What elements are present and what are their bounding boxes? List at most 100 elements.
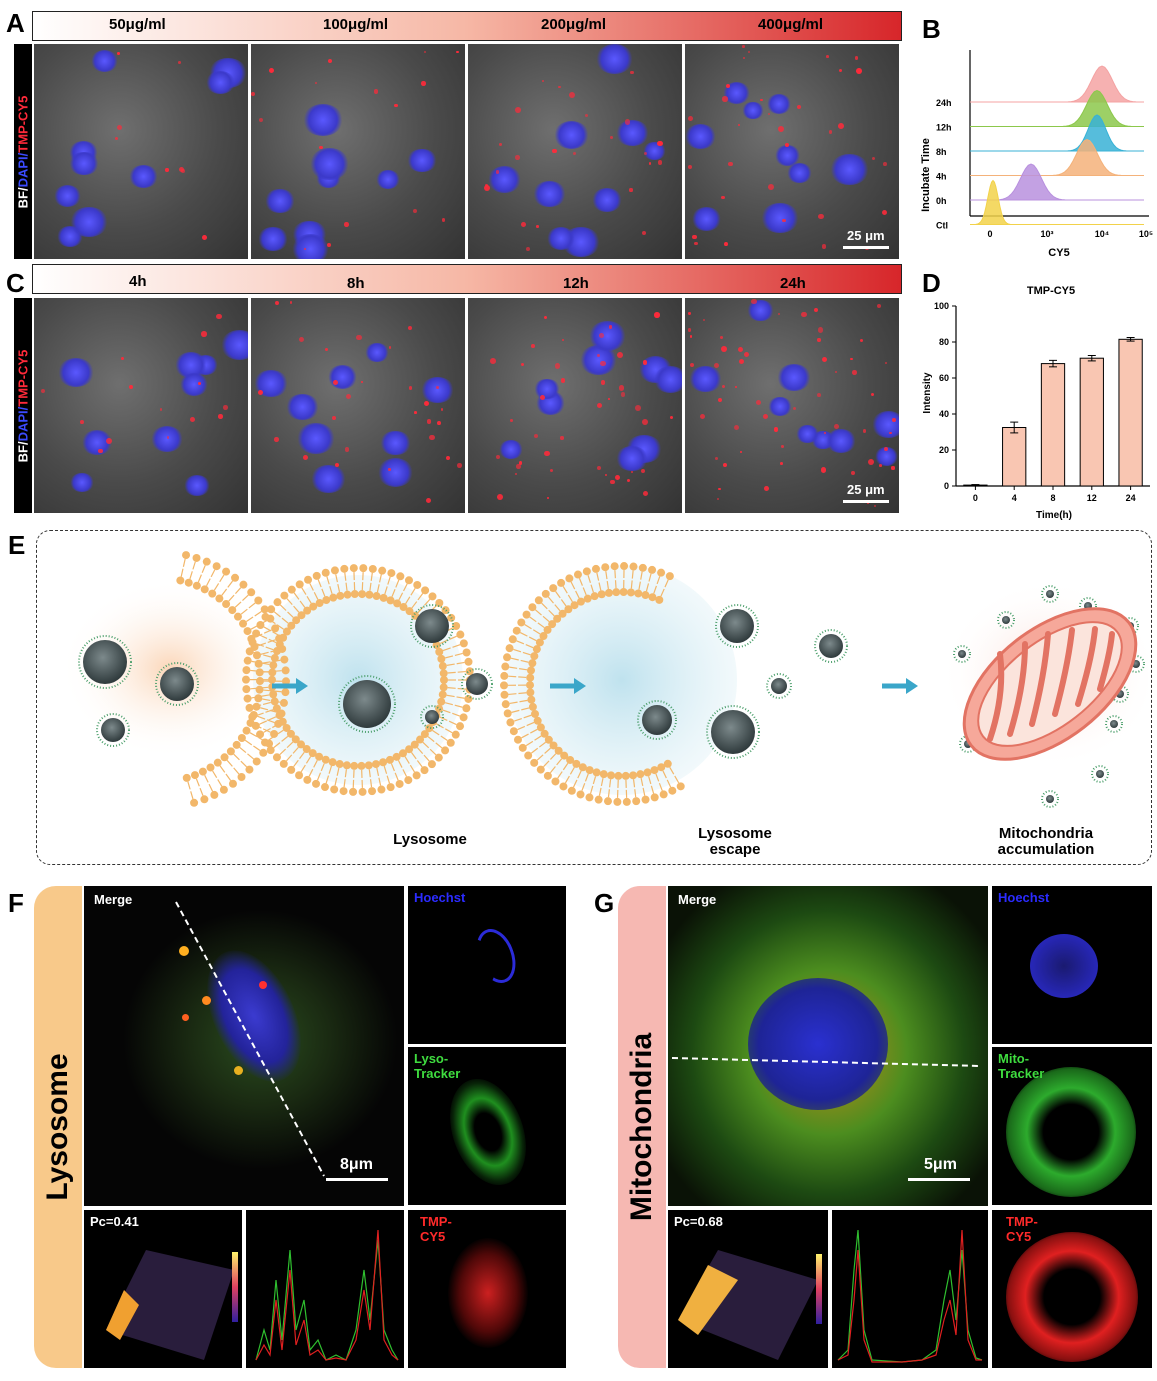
tmp-cy5-signal: [440, 408, 444, 411]
panel-label-d: D: [922, 268, 941, 298]
nucleus: [825, 428, 856, 453]
tmp-cy5-signal: [654, 312, 660, 318]
nucleus: [595, 44, 633, 74]
tmp-cy5-signal: [408, 386, 413, 390]
histogram-peak: [1067, 65, 1137, 103]
red-signal: [1006, 1232, 1138, 1362]
tmp-cy5-signal: [609, 479, 615, 485]
tmp-cy5-signal: [826, 55, 829, 58]
tmp-cy5-signal: [618, 385, 625, 391]
tmp-cy5-signal: [344, 447, 349, 452]
tmp-cy5-signal: [303, 247, 307, 251]
tmp-cy5-signal: [356, 334, 362, 341]
concentration-label: 200μg/ml: [541, 16, 607, 33]
tmp-cy5-signal: [117, 124, 123, 131]
nucleus: [691, 207, 721, 231]
tmp-cy5-image-mitochondria: TMP- CY5: [992, 1210, 1152, 1368]
tmp-cy5-signal: [828, 130, 832, 134]
histogram-row-label: 12h: [936, 123, 952, 133]
merge-image-mitochondria: Merge 5μm: [668, 886, 988, 1206]
tmp-cy5-signal: [738, 358, 744, 364]
nucleus: [206, 71, 236, 95]
panel-label-c: C: [6, 268, 25, 298]
tmp-cy5-signal: [328, 58, 333, 63]
nucleus: [795, 425, 819, 444]
nucleus: [179, 373, 208, 396]
tmp-cy5-signal: [515, 106, 521, 113]
colocalized-spot: [182, 1014, 189, 1021]
tmp-cy5-signal: [302, 455, 308, 461]
nucleus: [70, 473, 94, 492]
stage-label-lysosome: Lysosome: [350, 832, 510, 848]
tmp-cy5-signal: [560, 378, 566, 383]
y-tick-label: 60: [939, 373, 949, 383]
tmp-cy5-signal: [165, 168, 169, 172]
tmp-cy5-signal: [821, 244, 827, 249]
incubate-time-axis-label: Incubate Time: [920, 138, 932, 212]
tmp-cy5-signal: [121, 357, 125, 361]
nanoparticle: [819, 634, 843, 658]
concentration-gradient-bar: 50μg/ml 100μg/ml 200μg/ml 400μg/ml: [32, 11, 902, 41]
nucleus: [553, 120, 590, 149]
arrow-1: [272, 678, 308, 694]
tmp-label: TMP-CY5: [15, 349, 31, 407]
tmp-cy5-signal: [531, 344, 535, 348]
tmp-cy5-signal: [554, 363, 561, 369]
nucleus: [532, 180, 566, 207]
tmp-cy5-signal: [485, 184, 489, 187]
nucleus: [742, 101, 765, 120]
nucleus: [830, 154, 869, 185]
nucleus: [58, 357, 95, 387]
tmp-cy5-signal: [717, 497, 720, 500]
x-tick-label: 4: [1012, 493, 1017, 503]
tmp-label: TMP-CY5: [15, 95, 31, 153]
tmp-cy5-signal: [884, 446, 889, 452]
bar: [1079, 357, 1104, 487]
x-tick-label: 24: [1126, 493, 1136, 503]
tmp-cy5-signal: [850, 471, 855, 476]
tmp-cy5-signal: [425, 498, 431, 504]
nanoparticle-corona: [766, 673, 792, 699]
tmp-cy5-signal: [456, 463, 462, 468]
tmp-cy5-signal: [314, 81, 317, 84]
nanoparticle-corona: [420, 705, 444, 729]
tmp-cy5-signal: [833, 424, 839, 430]
tmp-cy5-signal: [867, 459, 874, 466]
nanoparticle: [415, 609, 449, 643]
mito-tracker-image: Mito- Tracker: [992, 1047, 1152, 1205]
tmp-cy5-signal: [779, 462, 783, 465]
tmp-cy5-signal: [889, 431, 893, 435]
tmp-cy5-signal: [599, 332, 604, 338]
tmp-cy5-signal: [496, 494, 503, 501]
tmp-cy5-signal: [408, 326, 413, 331]
x-tick-label: 10⁵: [1139, 229, 1153, 239]
nucleus: [748, 978, 888, 1110]
nanoparticle: [1046, 795, 1054, 803]
nucleus: [91, 49, 119, 72]
microscopy-image: 25 μm: [685, 44, 899, 259]
nucleus: [654, 366, 682, 393]
colocalized-spot: [202, 996, 211, 1005]
tmp-cy5-signal: [421, 81, 426, 86]
tmp-cy5-signal: [573, 151, 577, 155]
stage-label-line: escape: [709, 841, 761, 858]
stage-label-line: Lysosome: [698, 825, 772, 842]
hoechst-label: Hoechst: [414, 890, 466, 905]
tmp-cy5-signal: [763, 414, 769, 420]
tmp-cy5-signal: [642, 230, 647, 236]
nucleus: [302, 103, 343, 136]
hoechst-image-mitochondria: Hoechst: [992, 886, 1152, 1044]
tmp-cy5-signal: [800, 311, 807, 318]
panel-label-b: B: [922, 14, 941, 44]
x-tick-label: 10⁴: [1095, 229, 1109, 239]
tmp-cy5-signal: [751, 299, 757, 305]
time-label: 24h: [780, 275, 806, 292]
intensity-profile-lysosome: [246, 1210, 404, 1368]
nucleus: [685, 124, 717, 150]
tmp-cy5-signal: [428, 434, 435, 441]
nucleus: [786, 163, 812, 184]
tmp-cy5-signal: [635, 405, 641, 411]
tmp-cy5-signal: [114, 136, 118, 140]
nanoparticle-corona: [706, 705, 760, 759]
tmp-cy5-signal: [600, 380, 606, 385]
